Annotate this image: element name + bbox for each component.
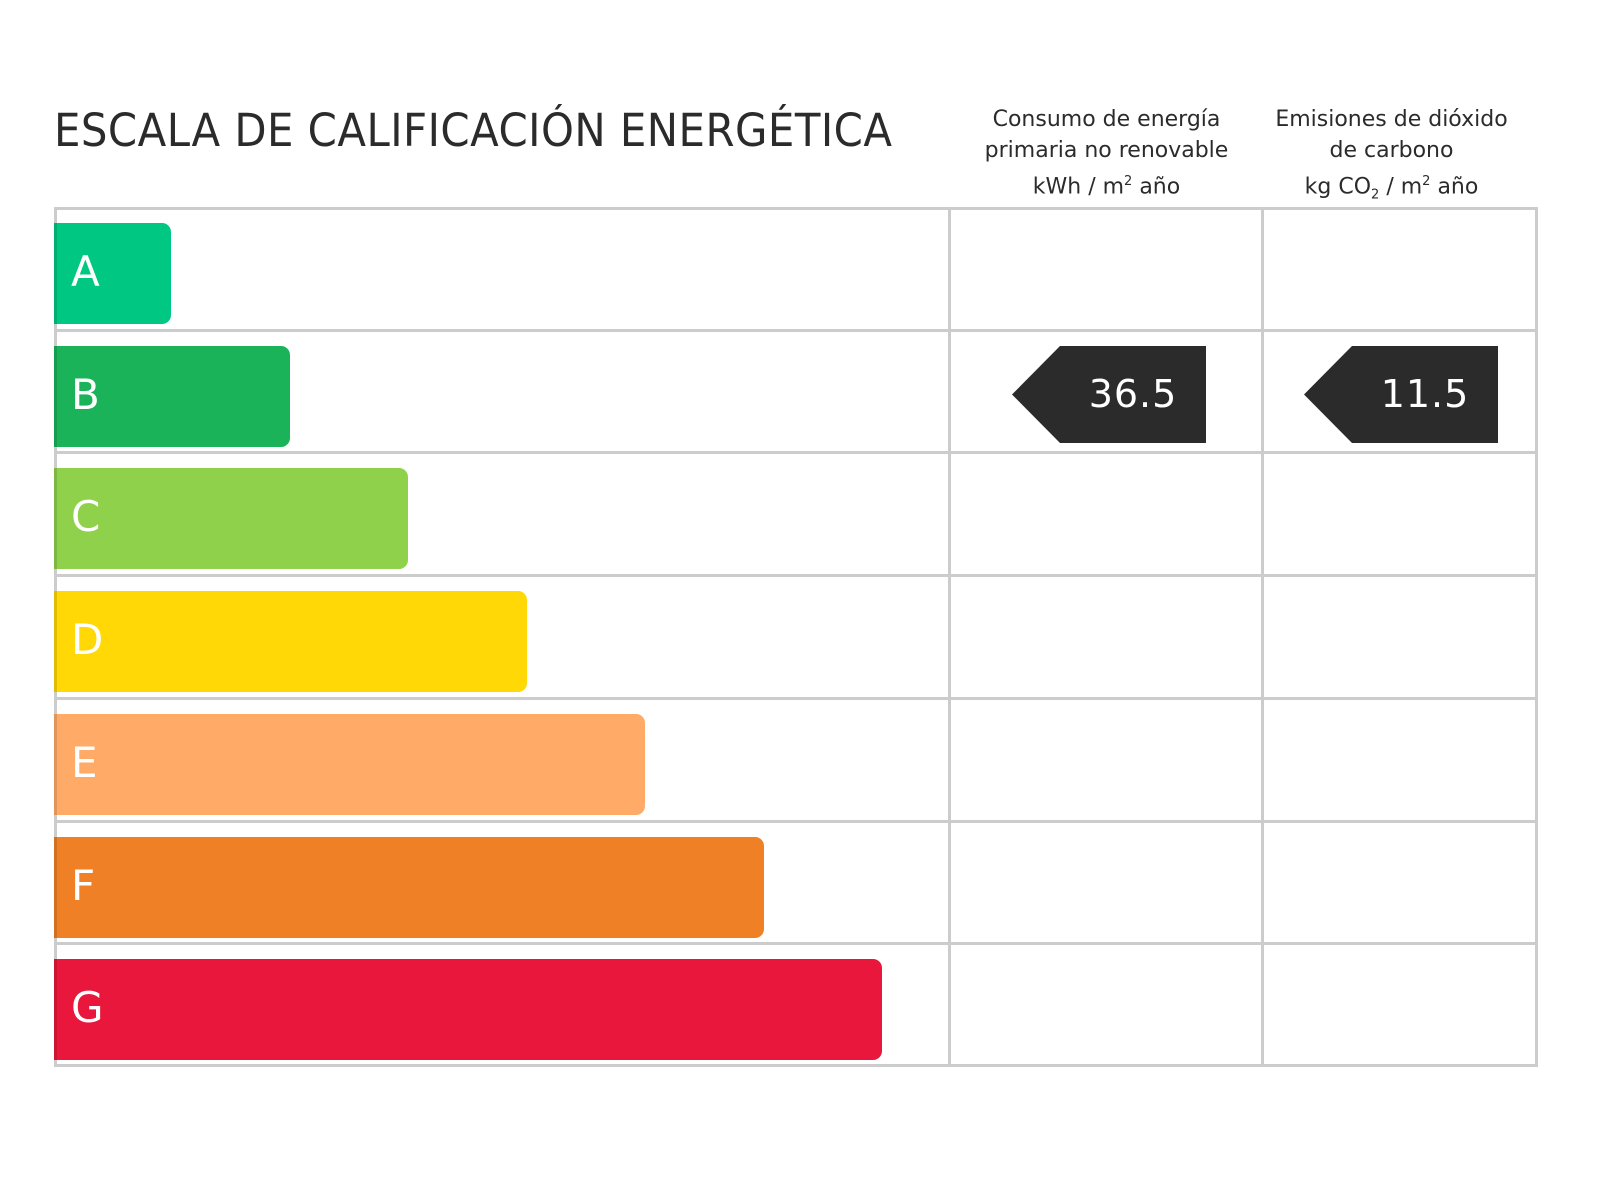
energy-value-tag: 36.5 — [1012, 346, 1206, 443]
arrow-left-icon — [1012, 346, 1206, 443]
rating-bar-c: C — [54, 468, 408, 570]
grid-divider — [948, 207, 951, 1067]
co2-unit: kg CO2 / m2 año — [1245, 166, 1538, 211]
energy-unit-sup: 2 — [1124, 174, 1133, 189]
rating-bar-g: G — [54, 959, 882, 1061]
rating-letter: B — [71, 369, 100, 419]
arrow-left-icon — [1304, 346, 1498, 443]
co2-unit-sub: 2 — [1371, 187, 1380, 203]
energy-unit-base: kWh / m — [1032, 174, 1125, 200]
rating-letter: D — [71, 615, 104, 665]
grid-divider — [1261, 207, 1264, 1067]
grid-row-divider — [54, 696, 1538, 700]
co2-value-tag: 11.5 — [1304, 346, 1498, 443]
energy-unit-post: año — [1132, 174, 1181, 200]
rating-bar-a: A — [54, 223, 171, 324]
rating-letter: E — [71, 737, 98, 787]
energy-header-line1: Consumo de energía — [992, 107, 1221, 132]
page-title: ESCALA DE CALIFICACIÓN ENERGÉTICA — [54, 104, 893, 157]
rating-bar-d: D — [54, 591, 527, 693]
grid-row-divider — [54, 574, 1538, 578]
co2-header-line2: de carbono — [1329, 138, 1454, 163]
rating-letter: C — [71, 492, 101, 542]
energy-header-line2: primaria no renovable — [984, 138, 1229, 163]
rating-letter: A — [71, 247, 100, 296]
energy-unit: kWh / m2 año — [950, 166, 1263, 202]
co2-unit-sup: 2 — [1422, 174, 1431, 189]
rating-bar-e: E — [54, 713, 645, 815]
co2-value: 11.5 — [1380, 372, 1470, 416]
co2-column-header: Emisiones de dióxido de carbono kg CO2 /… — [1245, 104, 1538, 211]
grid-row-divider — [54, 942, 1538, 946]
grid-row-divider — [54, 451, 1538, 455]
grid-row-divider — [54, 328, 1538, 332]
co2-header-line1: Emisiones de dióxido — [1275, 107, 1508, 132]
rating-letter: F — [71, 860, 96, 910]
rating-bar-f: F — [54, 836, 764, 938]
rating-bar-b: B — [54, 345, 290, 447]
grid-row-divider — [54, 819, 1538, 823]
energy-column-header: Consumo de energía primaria no renovable… — [950, 104, 1263, 202]
co2-unit-mid: / m — [1379, 174, 1423, 200]
rating-letter: G — [71, 983, 104, 1033]
co2-unit-base: kg CO — [1304, 174, 1372, 200]
co2-unit-post: año — [1430, 174, 1479, 200]
energy-value: 36.5 — [1088, 372, 1178, 416]
